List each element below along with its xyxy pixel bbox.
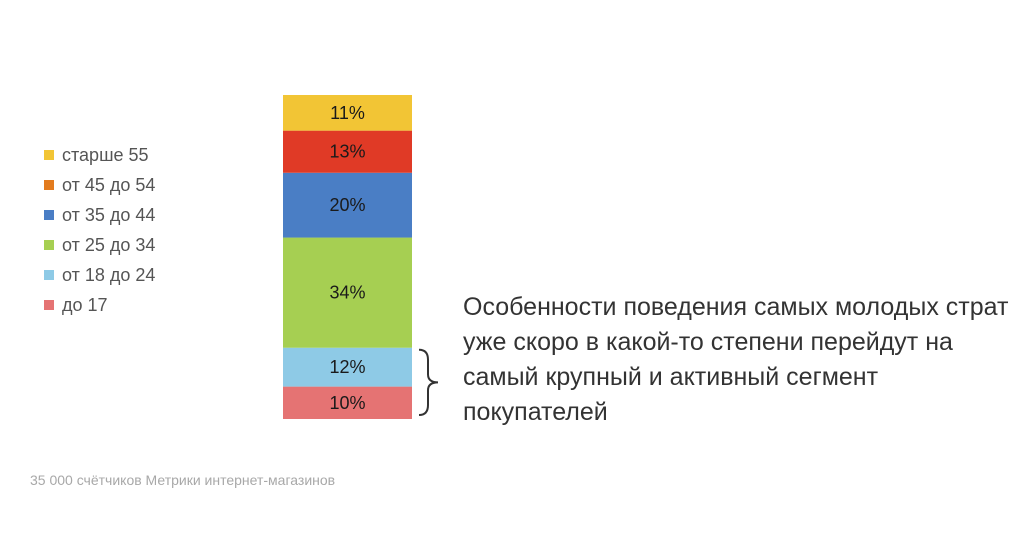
data-label: 34%	[329, 283, 365, 303]
legend-label: от 45 до 54	[62, 174, 156, 195]
data-label: 11%	[330, 103, 365, 123]
legend-swatch	[44, 150, 54, 160]
legend-item-35-44: от 35 до 44	[44, 200, 155, 230]
legend-label: от 18 до 24	[62, 264, 156, 285]
legend-swatch	[44, 240, 54, 250]
legend-swatch	[44, 180, 54, 190]
legend-item-55plus: старше 55	[44, 140, 155, 170]
bar-segment	[283, 172, 412, 238]
bracket-brace	[418, 348, 439, 416]
legend-item-18-24: от 18 до 24	[44, 260, 155, 290]
chart-legend: старше 55 от 45 до 54 от 35 до 44 от 25 …	[44, 140, 155, 320]
legend-label: от 35 до 44	[62, 204, 156, 225]
data-label: 12%	[329, 357, 365, 377]
legend-item-under-17: до 17	[44, 290, 155, 320]
legend-item-45-54: от 45 до 54	[44, 170, 155, 200]
legend-swatch	[44, 270, 54, 280]
data-label: 10%	[329, 393, 365, 413]
legend-item-25-34: от 25 до 34	[44, 230, 155, 260]
bar-segment	[283, 386, 412, 419]
bar-segment	[283, 130, 412, 173]
bar-segment	[283, 95, 412, 131]
data-label: 20%	[329, 195, 365, 215]
legend-label: до 17	[62, 294, 108, 315]
data-label: 13%	[329, 142, 365, 162]
legend-label: от 25 до 34	[62, 234, 156, 255]
source-footnote: 35 000 счётчиков Метрики интернет-магази…	[30, 472, 336, 488]
bar-segment	[283, 347, 412, 387]
annotation-text: Особенности поведения самых молодых стра…	[463, 293, 1009, 426]
legend-swatch	[44, 300, 54, 310]
bar-segment	[283, 237, 412, 348]
legend-label: старше 55	[62, 144, 149, 165]
legend-swatch	[44, 210, 54, 220]
